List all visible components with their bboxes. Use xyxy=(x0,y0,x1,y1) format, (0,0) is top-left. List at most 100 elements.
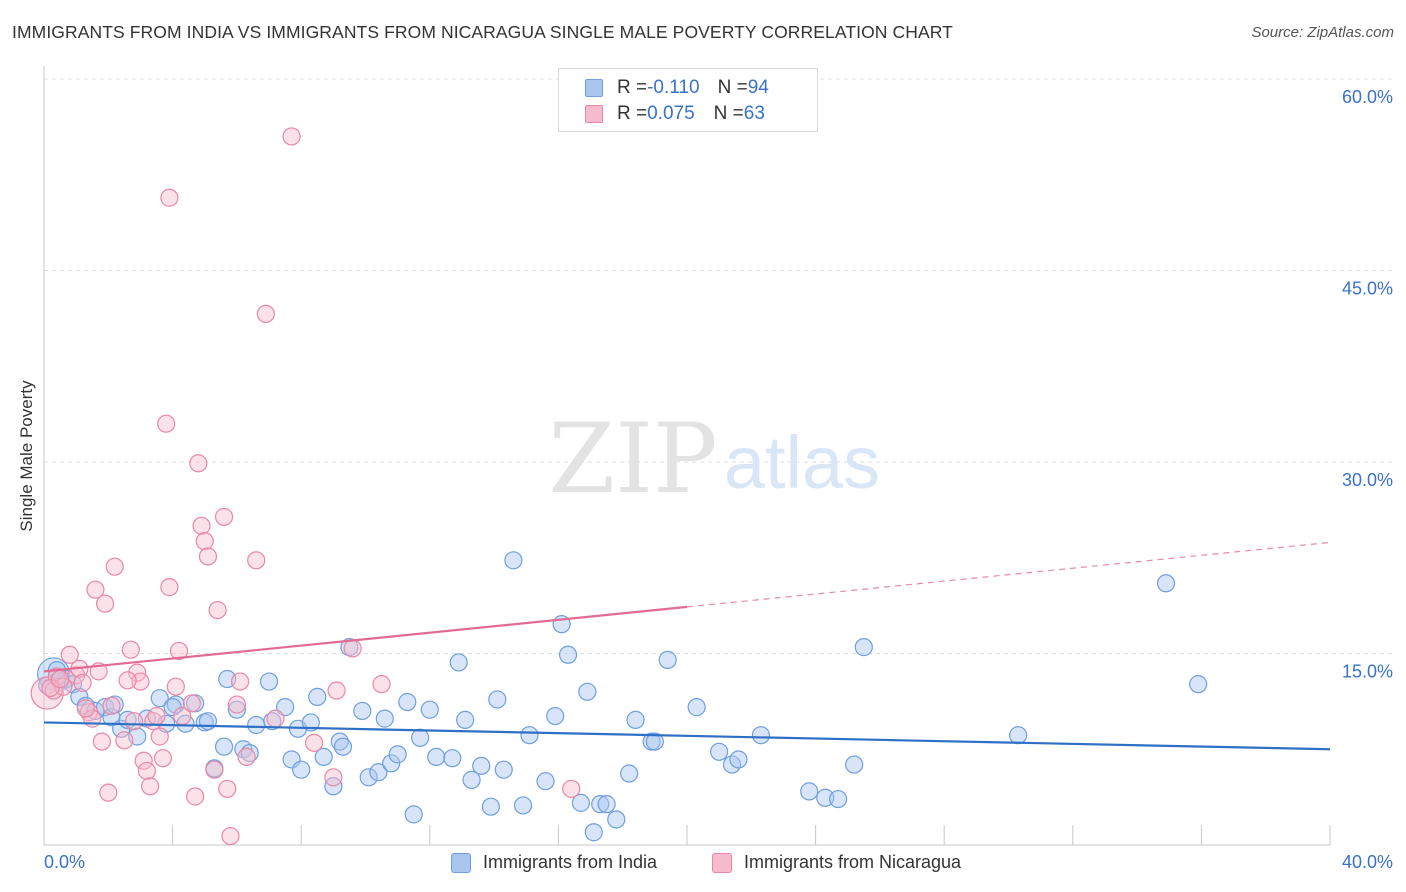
nicaragua-point xyxy=(218,779,237,798)
india-point xyxy=(472,756,491,775)
watermark-zip: ZIP xyxy=(548,403,717,515)
india-point xyxy=(411,728,430,747)
india-point xyxy=(494,760,513,779)
x-tick-min: 0.0% xyxy=(44,852,86,872)
india-point xyxy=(546,706,565,726)
india-point xyxy=(1009,726,1028,745)
india-point xyxy=(1156,574,1176,593)
nicaragua-point xyxy=(140,777,160,796)
india-point xyxy=(645,732,664,751)
india-point xyxy=(404,805,423,824)
nicaragua-point xyxy=(192,516,211,535)
nicaragua-point xyxy=(99,783,118,802)
nicaragua-point xyxy=(137,761,156,781)
india-point xyxy=(449,653,468,672)
nicaragua-point xyxy=(131,672,150,691)
india-point xyxy=(166,695,185,714)
india-point xyxy=(359,768,378,787)
india-point xyxy=(481,797,500,816)
india-point xyxy=(536,772,555,791)
india-point xyxy=(314,747,333,767)
india-point xyxy=(227,700,246,719)
nicaragua-point xyxy=(208,600,227,620)
india-point xyxy=(247,715,266,735)
india-point xyxy=(150,689,169,708)
nicaragua-point xyxy=(86,580,105,599)
india-point xyxy=(729,750,748,769)
nicaragua-point xyxy=(324,768,343,787)
india-point xyxy=(382,754,401,773)
nicaragua-point xyxy=(237,747,256,767)
nicaragua-point xyxy=(372,675,391,694)
india-point xyxy=(845,755,864,774)
nicaragua-point xyxy=(50,669,70,689)
india-point xyxy=(420,700,439,719)
india-points xyxy=(37,551,1208,842)
legend-nicaragua-label: Immigrants from Nicaragua xyxy=(744,852,962,872)
nicaragua-trend-extension xyxy=(686,541,1331,608)
india-point xyxy=(456,710,475,729)
nicaragua-point xyxy=(95,594,115,613)
y-tick-label-1: 30.0% xyxy=(1342,470,1393,490)
correlation-legend: R = -0.110 N = 94 R = 0.075 N = 63 xyxy=(558,68,818,132)
india-point xyxy=(1189,675,1208,694)
india-point xyxy=(375,709,394,728)
nicaragua-point xyxy=(160,578,179,597)
nicaragua-r-value: 0.075 xyxy=(647,103,695,124)
nicaragua-point xyxy=(147,706,166,726)
india-point xyxy=(301,713,320,732)
nicaragua-n-label: N = xyxy=(713,103,744,124)
nicaragua-point xyxy=(73,673,92,692)
india-point xyxy=(398,692,417,712)
india-point xyxy=(427,747,446,767)
nicaragua-point xyxy=(182,694,201,713)
watermark-atlas: atlas xyxy=(724,421,880,504)
nicaragua-trend-line xyxy=(43,605,688,673)
india-r-value: -0.110 xyxy=(647,77,700,98)
india-point xyxy=(800,782,819,801)
india-point xyxy=(353,701,372,721)
nicaragua-point xyxy=(115,731,134,750)
nicaragua-point xyxy=(157,414,176,433)
india-point xyxy=(369,763,388,782)
nicaragua-point xyxy=(282,127,301,146)
nicaragua-point xyxy=(214,507,234,526)
legend-row-nicaragua: R = 0.075 N = 63 xyxy=(585,102,765,126)
legend-item-india: Immigrants from India xyxy=(451,852,657,873)
legend-item-nicaragua: Immigrants from Nicaragua xyxy=(712,852,961,873)
nicaragua-point xyxy=(124,712,144,731)
india-point xyxy=(330,732,349,751)
nicaragua-point xyxy=(189,454,208,473)
nicaragua-point xyxy=(266,709,285,728)
india-n-label: N = xyxy=(717,77,748,98)
india-point xyxy=(520,726,539,745)
india-point xyxy=(292,760,311,779)
india-swatch xyxy=(585,79,603,97)
nicaragua-point xyxy=(44,681,63,700)
x-tick-max: 40.0% xyxy=(1341,852,1393,872)
nicaragua-point xyxy=(60,645,79,664)
nicaragua-point xyxy=(153,749,173,768)
y-tick-label-2: 45.0% xyxy=(1342,279,1393,299)
nicaragua-point xyxy=(118,671,137,690)
nicaragua-point xyxy=(150,727,169,746)
nicaragua-point xyxy=(166,677,185,696)
india-point xyxy=(816,788,835,807)
nicaragua-point xyxy=(304,733,324,752)
india-point xyxy=(259,672,279,691)
india-point xyxy=(504,551,523,570)
y-tick-labels: 15.0% 30.0% 45.0% 60.0% xyxy=(1342,87,1393,682)
nicaragua-point xyxy=(121,640,140,659)
nicaragua-point xyxy=(221,826,240,846)
india-point xyxy=(710,742,729,761)
india-r-label: R = xyxy=(617,77,648,98)
watermark: ZIP atlas xyxy=(548,403,880,515)
india-point xyxy=(263,712,282,731)
india-point xyxy=(597,795,616,814)
y-tick-label-3: 60.0% xyxy=(1342,87,1393,107)
nicaragua-point xyxy=(92,732,111,751)
nicaragua-point xyxy=(247,551,266,570)
legend-india-swatch xyxy=(451,852,471,873)
india-point xyxy=(620,764,639,783)
